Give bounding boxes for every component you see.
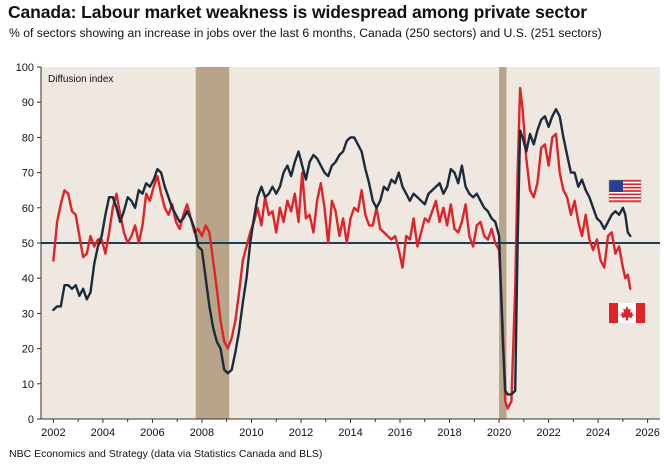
- flag-stripe: [609, 190, 641, 193]
- flag-stripe: [609, 191, 641, 194]
- y-tick-label: 40: [22, 273, 34, 285]
- x-axis: 2002 2004 2006 2008 2010 2012 2014 2016 2018 2020…: [41, 419, 660, 439]
- flag-stripe: [609, 196, 641, 199]
- y-tick-label: 20: [22, 344, 34, 356]
- x-tick-label: 2016: [388, 427, 412, 439]
- y-tick-label: 30: [22, 308, 34, 320]
- x-tick-label: 2004: [91, 427, 115, 439]
- flag-stripe: [609, 193, 641, 196]
- y-tick-label: 50: [22, 238, 34, 250]
- flag-canton: [609, 180, 623, 192]
- x-tick-label: 2014: [338, 427, 362, 439]
- flag-stripe: [609, 200, 641, 203]
- flag-stripe: [609, 195, 641, 198]
- flag-legend: [608, 179, 645, 323]
- x-tick-label: 2018: [437, 427, 461, 439]
- y-tick-label: 0: [28, 414, 34, 426]
- y-axis-label: Diffusion index: [48, 74, 113, 85]
- flag-stripe: [609, 186, 641, 189]
- x-tick-label: 2010: [239, 427, 263, 439]
- x-tick-label: 2026: [635, 427, 659, 439]
- x-tick-label: 2008: [190, 427, 214, 439]
- x-tick-label: 2006: [140, 427, 164, 439]
- maple-leaf: [619, 306, 635, 321]
- chart-subtitle: % of sectors showing an increase in jobs…: [9, 26, 602, 40]
- x-tick-label: 2002: [41, 427, 65, 439]
- series-line-canada: [52, 86, 632, 410]
- flag-stripe: [609, 188, 641, 191]
- y-tick-label: 60: [22, 203, 34, 215]
- y-tick-label: 80: [22, 132, 34, 144]
- flag-stripe: [609, 181, 641, 184]
- flag-stripe: [609, 185, 641, 187]
- flag-stripe: [609, 183, 641, 186]
- series-line-us: [52, 108, 632, 396]
- flag-border: [608, 179, 642, 203]
- x-tick-label: 2024: [586, 427, 610, 439]
- flag-stripe: [609, 180, 641, 182]
- y-tick-label: 100: [16, 62, 34, 74]
- canada-flag-icon: [609, 303, 645, 323]
- y-tick-label: 10: [22, 379, 34, 391]
- y-tick-label: 70: [22, 168, 34, 180]
- flag-stripe: [609, 198, 641, 201]
- y-axis: 0 10 20 30 40 50 60 70 80 90 100: [16, 62, 41, 426]
- x-tick-label: 2020: [487, 427, 511, 439]
- flag-band-right: [636, 303, 645, 323]
- source-note: NBC Economics and Strategy (data via Sta…: [9, 448, 323, 460]
- x-tick-label: 2022: [536, 427, 560, 439]
- x-tick-label: 2012: [289, 427, 313, 439]
- chart-title: Canada: Labour market weakness is widesp…: [8, 2, 587, 22]
- us-flag-icon: [608, 179, 642, 203]
- flag-band-left: [609, 303, 618, 323]
- y-tick-label: 90: [22, 97, 34, 109]
- series-lines: [52, 86, 632, 410]
